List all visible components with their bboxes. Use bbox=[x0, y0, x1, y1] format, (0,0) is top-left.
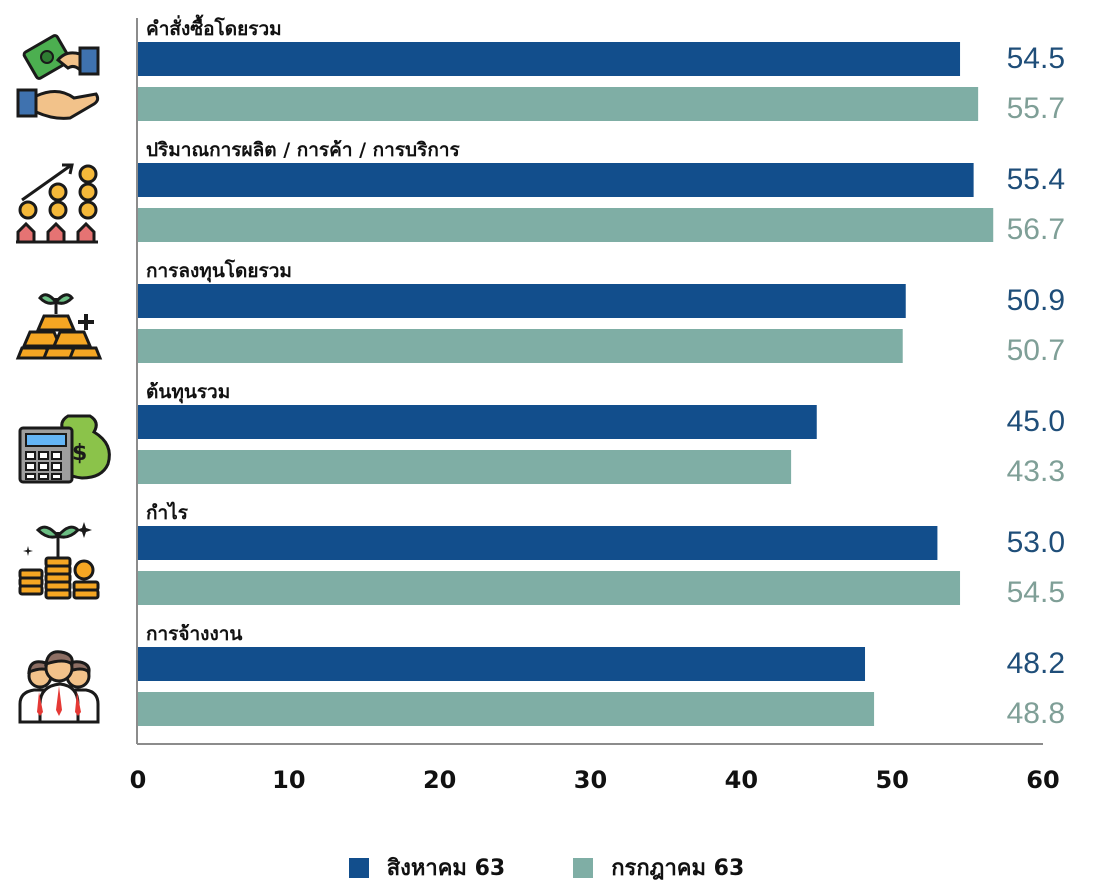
bar-july bbox=[138, 692, 875, 726]
calculator-moneybag-icon: $ bbox=[18, 414, 111, 484]
bar-july bbox=[138, 450, 792, 484]
bar-july bbox=[138, 571, 961, 605]
growth-coins-icon bbox=[16, 163, 98, 244]
coin-plant-icon bbox=[18, 522, 100, 600]
value-label-august: 48.2 bbox=[1007, 647, 1065, 680]
x-tick-label: 0 bbox=[130, 766, 147, 794]
legend-item-july[interactable]: กรกฎาคม 63 bbox=[573, 850, 744, 885]
svg-text:$: $ bbox=[72, 441, 87, 466]
x-tick-label: 30 bbox=[574, 766, 607, 794]
legend-label-july: กรกฎาคม 63 bbox=[611, 856, 745, 881]
value-label-august: 53.0 bbox=[1007, 526, 1065, 559]
bar-august bbox=[138, 647, 866, 681]
bar-july bbox=[138, 208, 994, 242]
value-label-july: 50.7 bbox=[1007, 334, 1065, 367]
x-tick-label: 50 bbox=[875, 766, 908, 794]
bar-july bbox=[138, 329, 903, 363]
category-label: ปริมาณการผลิต / การค้า / การบริการ bbox=[146, 139, 460, 161]
value-label-august: 55.4 bbox=[1007, 163, 1065, 196]
handshake-money-icon bbox=[16, 34, 100, 120]
x-tick-label: 10 bbox=[272, 766, 305, 794]
category-label: การลงทุนโดยรวม bbox=[146, 259, 292, 283]
x-tick-label: 20 bbox=[423, 766, 456, 794]
x-tick-label: 40 bbox=[725, 766, 758, 794]
value-label-august: 50.9 bbox=[1007, 284, 1065, 317]
value-label-july: 43.3 bbox=[1007, 455, 1065, 488]
category-label: คำสั่งซื้อโดยรวม bbox=[146, 14, 282, 40]
employees-icon bbox=[18, 650, 100, 724]
bar-august bbox=[138, 42, 961, 76]
value-label-july: 54.5 bbox=[1007, 576, 1065, 609]
x-tick-label: 60 bbox=[1026, 766, 1059, 794]
value-label-august: 54.5 bbox=[1007, 42, 1065, 75]
bar-august bbox=[138, 163, 974, 197]
category-label: การจ้างงาน bbox=[146, 623, 242, 645]
bar-august bbox=[138, 526, 938, 560]
value-label-august: 45.0 bbox=[1007, 405, 1065, 438]
legend: สิงหาคม 63 กรกฎาคม 63 bbox=[0, 850, 1093, 885]
legend-label-august: สิงหาคม 63 bbox=[386, 856, 506, 881]
bar-july bbox=[138, 87, 979, 121]
legend-item-august[interactable]: สิงหาคม 63 bbox=[348, 850, 506, 885]
category-label: กำไร bbox=[146, 501, 189, 524]
value-label-july: 56.7 bbox=[1007, 213, 1065, 246]
gold-investment-icon bbox=[15, 293, 103, 360]
legend-swatch-august bbox=[348, 857, 369, 878]
legend-swatch-july bbox=[573, 857, 594, 878]
value-label-july: 55.7 bbox=[1007, 92, 1065, 125]
bar-august bbox=[138, 405, 817, 439]
category-label: ต้นทุนรวม bbox=[146, 381, 230, 404]
bar-august bbox=[138, 284, 906, 318]
value-label-july: 48.8 bbox=[1007, 697, 1065, 730]
